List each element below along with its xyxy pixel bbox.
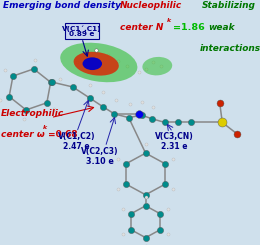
Text: 0.89 e: 0.89 e (69, 31, 95, 37)
Text: center N: center N (120, 23, 163, 32)
Text: center ω: center ω (1, 130, 45, 139)
Ellipse shape (142, 57, 172, 75)
Ellipse shape (83, 57, 102, 70)
Text: k: k (43, 125, 47, 130)
Text: Electrophilic: Electrophilic (1, 109, 64, 118)
Text: =1.86: =1.86 (173, 23, 205, 32)
Ellipse shape (74, 52, 119, 76)
Text: weak: weak (208, 23, 235, 32)
Ellipse shape (60, 43, 137, 82)
Text: 2.47 e: 2.47 e (63, 142, 90, 151)
Text: V(C3,CN): V(C3,CN) (155, 132, 194, 141)
Text: Stabilizing: Stabilizing (202, 1, 256, 10)
Text: 2.31 e: 2.31 e (161, 142, 187, 151)
Text: V(C1´,C1): V(C1´,C1) (62, 25, 102, 32)
Text: V(C2,C3): V(C2,C3) (81, 147, 119, 156)
Text: interactions: interactions (200, 44, 260, 53)
Text: =0.68: =0.68 (48, 130, 78, 139)
FancyBboxPatch shape (65, 23, 99, 39)
Text: Nucleophilic: Nucleophilic (120, 1, 182, 10)
Text: 3.10 e: 3.10 e (86, 157, 114, 166)
Text: Emerging bond density: Emerging bond density (3, 1, 121, 10)
Text: k: k (167, 18, 171, 23)
Text: V(C1,C2): V(C1,C2) (58, 132, 95, 141)
